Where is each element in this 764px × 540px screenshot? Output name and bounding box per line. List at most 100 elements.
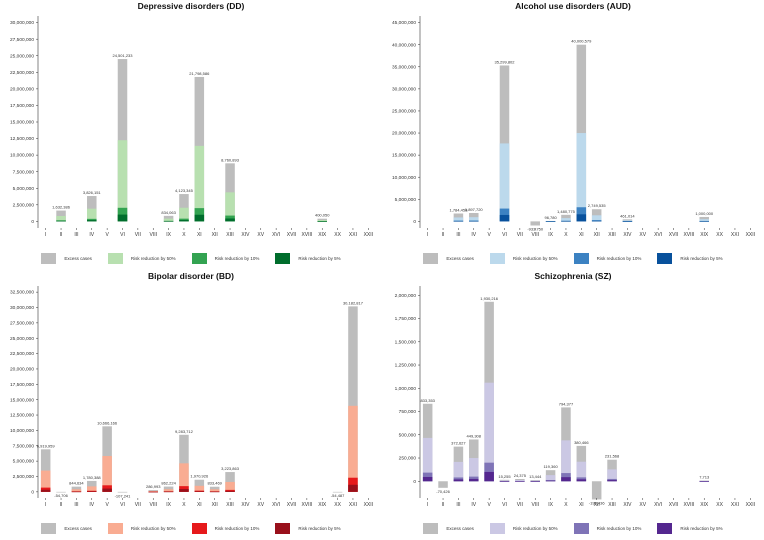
bar-risk-reduction-by-5- [545, 480, 556, 482]
data-label: 286,993 [146, 484, 161, 489]
data-label: -195,436 [589, 500, 606, 505]
bar-risk-reduction-by-5- [87, 491, 97, 492]
legend-swatch [489, 253, 505, 264]
bar-risk-reduction-by-5- [453, 479, 464, 482]
data-label: -54,706 [54, 493, 68, 498]
bar-risk-reduction-by-5- [102, 488, 112, 492]
data-label: 1,930,216 [480, 296, 499, 301]
y-tick-label: 17,500,000 [10, 103, 34, 109]
legend-label: Risk reduction by 5% [680, 526, 723, 531]
bar-risk-reduction-by-50- [607, 469, 617, 482]
y-tick-label: 22,500,000 [10, 351, 34, 357]
x-tick-label: IX [166, 232, 171, 238]
x-tick-label: XI [579, 502, 584, 508]
data-label: 30,182,817 [343, 300, 364, 305]
y-tick-label: 35,000,000 [392, 64, 416, 70]
y-tick-label: 1,000,000 [395, 386, 417, 392]
legend-item: Excess cases [41, 523, 92, 534]
data-label: 461,014 [620, 213, 635, 218]
data-label: 449,308 [467, 433, 482, 438]
bar-risk-reduction-by-5- [515, 481, 525, 482]
bar-risk-reduction-by-5- [622, 221, 633, 222]
y-tick-label: 27,500,000 [10, 320, 34, 326]
bar-risk-reduction-by-50- [194, 145, 205, 222]
x-tick-label: VIII [149, 232, 157, 238]
x-tick-label: XV [639, 502, 646, 508]
bar-risk-reduction-by-5- [163, 491, 174, 493]
x-tick-label: XII [212, 232, 218, 238]
bar-risk-reduction-by-50- [499, 143, 510, 222]
x-tick-label: XI [197, 502, 202, 508]
chart-title: Schizophrenia (SZ) [534, 271, 612, 281]
x-tick-label: VI [502, 232, 507, 238]
data-label: 372,627 [451, 441, 466, 446]
x-tick-label: IV [471, 502, 476, 508]
bar-risk-reduction-by-5- [422, 476, 433, 482]
bar-excess-cases [530, 221, 540, 226]
x-tick-label: XV [639, 232, 646, 238]
legend-swatch [41, 253, 57, 264]
bar-risk-reduction-by-50- [561, 440, 571, 482]
data-label: 21,798,586 [189, 71, 210, 76]
data-label: 2,749,535 [588, 203, 607, 208]
bar-risk-reduction-by-5- [576, 214, 587, 222]
y-tick-label: 40,000,000 [392, 42, 416, 48]
x-tick-label: XI [197, 232, 202, 238]
y-tick-label: 500,000 [399, 432, 417, 438]
y-tick-label: 10,000,000 [10, 428, 34, 434]
bar-risk-reduction-by-5- [453, 220, 464, 222]
x-tick-label: IV [471, 232, 476, 238]
bar-risk-reduction-by-5- [530, 481, 540, 482]
x-tick-label: XIII [608, 232, 616, 238]
data-label: 13,444 [529, 474, 542, 479]
y-tick-label: 2,500,000 [13, 474, 35, 480]
bar-risk-reduction-by-50- [117, 140, 128, 222]
legend-label: Risk reduction by 10% [214, 256, 260, 261]
data-label: 794,377 [559, 401, 574, 406]
bar-risk-reduction-by-5- [499, 214, 510, 222]
data-label: 862,224 [161, 481, 176, 486]
x-tick-label: II [60, 502, 63, 508]
x-tick-label: XXI [731, 232, 739, 238]
bar-excess-cases [209, 486, 220, 492]
legend-item: Risk reduction by 5% [275, 523, 341, 534]
x-tick-label: I [45, 232, 46, 238]
x-tick-label: II [60, 232, 63, 238]
y-tick-label: 15,000,000 [10, 120, 34, 126]
y-tick-label: 30,000,000 [10, 20, 34, 26]
bar-risk-reduction-by-10- [499, 208, 510, 222]
legend-swatch [107, 523, 123, 534]
bar-risk-reduction-by-5- [317, 221, 327, 222]
legend-item: Risk reduction by 10% [191, 523, 259, 534]
data-label: 24,501,233 [112, 53, 133, 58]
data-label: 3,826,151 [83, 190, 102, 195]
x-tick-label: VII [135, 232, 141, 238]
x-tick-label: XXII [364, 232, 373, 238]
x-tick-label: XVI [654, 232, 662, 238]
bar-risk-reduction-by-10- [453, 477, 464, 482]
y-tick-label: 15,000,000 [392, 153, 416, 159]
x-tick-label: XX [334, 502, 341, 508]
x-tick-label: XXI [349, 502, 357, 508]
legend: Excess cases Risk reduction by 50% Risk … [0, 523, 382, 534]
chart-panel-aud: Alcohol use disorders (AUD) 0 5,000,000 10… [382, 0, 764, 270]
x-tick-label: XV [257, 232, 264, 238]
y-tick-label: 2,000,000 [395, 293, 417, 299]
x-tick-label: XXI [731, 502, 739, 508]
data-label: 1,000,000 [695, 211, 714, 216]
bar-risk-reduction-by-50- [163, 218, 174, 222]
data-label: 6,919,959 [37, 443, 56, 448]
bar-risk-reduction-by-5- [225, 218, 235, 222]
y-tick-label: 20,000,000 [392, 131, 416, 137]
data-label: 96,780 [544, 215, 557, 220]
x-tick-label: V [487, 502, 491, 508]
bar-excess-cases [348, 306, 358, 492]
legend-swatch [275, 523, 291, 534]
data-label: 833,469 [207, 481, 222, 486]
data-label: 1,780,388 [83, 475, 102, 480]
bar-risk-reduction-by-5- [40, 489, 51, 492]
y-tick-label: 25,000,000 [10, 53, 34, 59]
data-label: 35,299,802 [494, 59, 515, 64]
x-tick-label: XIX [700, 232, 709, 238]
legend-item: Excess cases [423, 523, 474, 534]
